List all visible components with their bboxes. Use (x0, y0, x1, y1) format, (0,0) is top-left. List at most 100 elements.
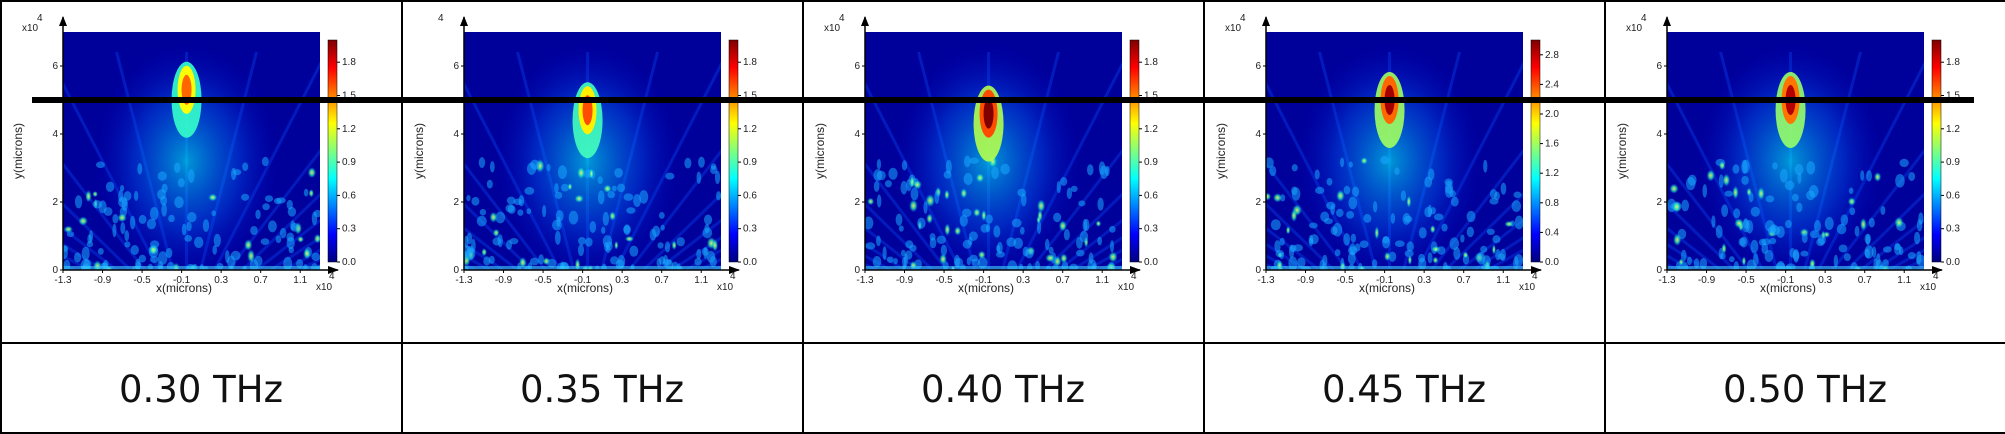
y-axis-arrow (460, 16, 468, 26)
x-tick-label: -0.9 (1698, 275, 1716, 286)
x-tick-label: -0.9 (495, 275, 513, 286)
y-tick-label: 6 (52, 61, 58, 72)
y-axis-arrow (1262, 16, 1270, 26)
y-axis-label: y(microns) (1615, 123, 1629, 179)
y-multiplier-exponent: 4 (839, 13, 845, 24)
y-tick-label: 2 (1656, 197, 1662, 208)
colorbar-tick-label: 0.3 (1144, 224, 1158, 235)
colorbar-tick-label: 0.3 (342, 224, 356, 235)
colorbar (728, 39, 739, 263)
colorbar-tick-label: 0.0 (1946, 257, 1960, 268)
y-tick-label: 4 (453, 129, 459, 140)
colorbar-tick-label: 1.5 (1144, 91, 1158, 102)
colorbar-tick-label: 0.0 (1545, 257, 1559, 268)
colorbar-tick-label: 1.2 (342, 124, 356, 135)
colorbar-tick-label: 1.8 (1946, 57, 1960, 68)
y-multiplier: x10 (824, 23, 841, 34)
x-tick-label: 0.3 (1818, 275, 1832, 286)
colorbar (1931, 39, 1942, 263)
x-multiplier: x10 (316, 282, 333, 293)
x-tick-label: -0.9 (1297, 275, 1315, 286)
y-tick-label: 0 (1656, 265, 1662, 276)
y-tick-label: 4 (1656, 129, 1662, 140)
colorbar-tick-label: 1.5 (1946, 91, 1960, 102)
colorbar (1129, 39, 1140, 263)
y-multiplier: x10 (22, 23, 39, 34)
colorbar-tick-label: 1.2 (743, 124, 757, 135)
x-axis-arrow (1531, 266, 1542, 274)
x-tick-label: 0.7 (1056, 275, 1070, 286)
y-tick-label: 6 (854, 61, 860, 72)
y-axis-arrow (59, 16, 67, 26)
colorbar-tick-label: 0.0 (342, 257, 356, 268)
y-tick-label: 6 (453, 61, 459, 72)
colorbar-tick-label: 0.0 (743, 257, 757, 268)
colorbar-tick-label: 0.9 (743, 157, 757, 168)
y-tick-label: 4 (854, 129, 860, 140)
colorbar-tick-label: 1.2 (1144, 124, 1158, 135)
colorbar-tick-label: 1.2 (1545, 168, 1559, 179)
colorbar (1530, 39, 1541, 263)
y-tick-label: 2 (1255, 197, 1261, 208)
x-tick-label: 1.1 (1095, 275, 1109, 286)
colorbar-tick-label: 0.3 (1946, 224, 1960, 235)
frequency-caption: 0.40 THz (921, 368, 1085, 411)
x-multiplier-exponent: 4 (1933, 271, 1939, 282)
colorbar-tick-label: 0.6 (1144, 190, 1158, 201)
x-tick-label: -0.1 (975, 275, 993, 286)
x-multiplier: x10 (1118, 282, 1135, 293)
y-tick-label: 0 (52, 265, 58, 276)
y-axis-label: y(microns) (1214, 123, 1228, 179)
y-axis-label: y(microns) (412, 123, 426, 179)
x-axis-label: x(microns) (557, 281, 613, 295)
x-multiplier: x10 (1920, 282, 1937, 293)
colorbar-tick-label: 1.6 (1545, 139, 1559, 150)
x-tick-label: -0.5 (1336, 275, 1354, 286)
focus-peak (983, 98, 994, 129)
colorbar-tick-label: 0.9 (342, 157, 356, 168)
x-tick-label: -0.5 (133, 275, 151, 286)
frequency-caption: 0.45 THz (1322, 368, 1486, 411)
x-tick-label: -0.9 (896, 275, 914, 286)
x-multiplier: x10 (717, 282, 734, 293)
y-tick-label: 0 (854, 265, 860, 276)
x-axis-arrow (328, 266, 339, 274)
x-multiplier-exponent: 4 (1532, 271, 1538, 282)
y-multiplier-exponent: 4 (438, 13, 444, 24)
x-tick-label: -0.1 (1376, 275, 1394, 286)
x-axis-label: x(microns) (156, 281, 212, 295)
x-tick-label: 0.3 (214, 275, 228, 286)
x-tick-label: 1.1 (694, 275, 708, 286)
x-tick-label: 0.3 (615, 275, 629, 286)
colorbar-tick-label: 0.6 (1946, 190, 1960, 201)
x-tick-label: -1.3 (1257, 275, 1275, 286)
x-tick-label: 0.7 (655, 275, 669, 286)
y-axis-arrow (1663, 16, 1671, 26)
y-tick-label: 6 (1255, 61, 1261, 72)
x-axis-label: x(microns) (1359, 281, 1415, 295)
x-tick-label: -0.1 (173, 275, 191, 286)
x-tick-label: -1.3 (1658, 275, 1676, 286)
y-tick-label: 2 (52, 197, 58, 208)
colorbar-tick-label: 0.9 (1144, 157, 1158, 168)
colorbar-tick-label: 0.4 (1545, 227, 1559, 238)
colorbar-tick-label: 1.5 (342, 91, 356, 102)
x-tick-label: 0.7 (254, 275, 268, 286)
x-tick-label: -0.5 (534, 275, 552, 286)
colorbar-tick-label: 2.0 (1545, 109, 1559, 120)
colorbar-tick-label: 0.6 (743, 190, 757, 201)
x-axis-arrow (1130, 266, 1141, 274)
colorbar-tick-label: 1.8 (342, 57, 356, 68)
y-tick-label: 0 (1255, 265, 1261, 276)
x-multiplier-exponent: 4 (1131, 271, 1137, 282)
colorbar-tick-label: 1.2 (1946, 124, 1960, 135)
x-tick-label: -0.1 (1777, 275, 1795, 286)
colorbar-tick-label: 2.4 (1545, 79, 1559, 90)
colorbar-tick-label: 0.8 (1545, 198, 1559, 209)
x-axis-arrow (1932, 266, 1943, 274)
x-tick-label: -0.1 (574, 275, 592, 286)
y-axis-label: y(microns) (11, 123, 25, 179)
frequency-caption: 0.35 THz (520, 368, 684, 411)
x-tick-label: 0.3 (1016, 275, 1030, 286)
